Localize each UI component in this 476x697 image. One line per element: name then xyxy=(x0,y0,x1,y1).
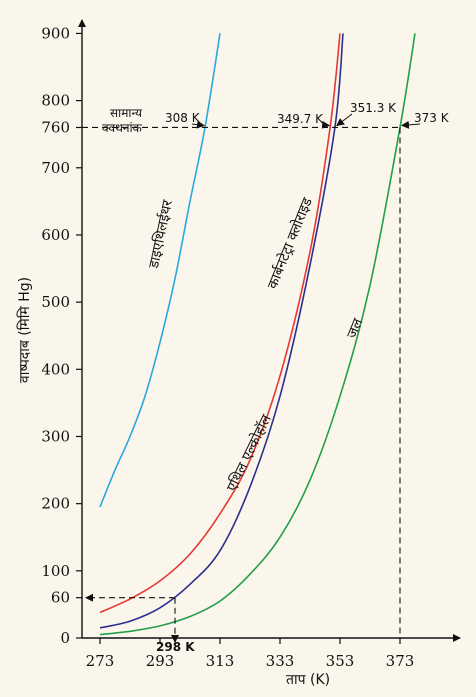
bp-ethanol-label: 351.3 K xyxy=(350,101,397,115)
x-tick-label-3: 333 xyxy=(266,652,295,670)
x-tick-label-2: 313 xyxy=(206,652,235,670)
y-tick-label-10: 800 xyxy=(41,92,70,110)
series-lines xyxy=(99,33,416,636)
y-tick-label-9: 760 xyxy=(41,118,70,136)
bp-ether-label: 308 K xyxy=(165,111,201,125)
y-tick-label-5: 400 xyxy=(41,360,70,378)
x-axis-title: ताप (K) xyxy=(286,672,330,688)
y-tick-label-0: 0 xyxy=(60,629,70,647)
ticks: 0 60 100 200 300 400 500 600 700 760 800 900 273 293 3… xyxy=(41,24,414,670)
y-tick-label-6: 500 xyxy=(41,293,70,311)
series-line-1 xyxy=(99,33,341,614)
y-tick-label-11: 900 xyxy=(41,24,70,42)
bp-water-pointer xyxy=(401,120,421,129)
series-line-3 xyxy=(99,33,416,636)
y-tick-label-3: 200 xyxy=(41,495,70,513)
series-label-ether: डाइएथिलईथर xyxy=(145,198,176,271)
x-tick-label-1: 293 xyxy=(146,652,175,670)
bp-water-label: 373 K xyxy=(414,111,450,125)
series-line-0 xyxy=(99,33,221,508)
bp-ether-pointer xyxy=(191,120,205,129)
y-tick-label-4: 300 xyxy=(41,427,70,445)
y-tick-label-7: 600 xyxy=(41,226,70,244)
bp-ccl4-label: 349.7 K xyxy=(277,112,324,126)
x-tick-label-4: 353 xyxy=(326,652,355,670)
y-tick-label-2: 100 xyxy=(41,562,70,580)
series-label-water: जल xyxy=(344,316,366,341)
axes xyxy=(78,19,461,642)
series-label-ethanol: एथिल एल्कोहॉल xyxy=(223,411,275,494)
series-line-2 xyxy=(99,33,344,629)
normal-bp-label-line1: सामान्य xyxy=(110,106,143,120)
labels: सामान्य क्वथनांक 308 K 349.7 K 351.3 K 3… xyxy=(16,101,450,688)
guide-lines xyxy=(82,113,421,643)
bp-ethanol-pointer xyxy=(336,113,353,127)
x-tick-label-5: 373 xyxy=(386,652,415,670)
normal-bp-label-line2: क्वथनांक xyxy=(102,121,143,135)
y-tick-label-1: 60 xyxy=(51,589,70,607)
y-tick-label-8: 700 xyxy=(41,159,70,177)
x-tick-label-0: 273 xyxy=(86,652,115,670)
y-axis-title: वाष्पदाब (मिमि Hg) xyxy=(16,277,33,383)
marked-temp-label: 298 K xyxy=(156,640,195,654)
